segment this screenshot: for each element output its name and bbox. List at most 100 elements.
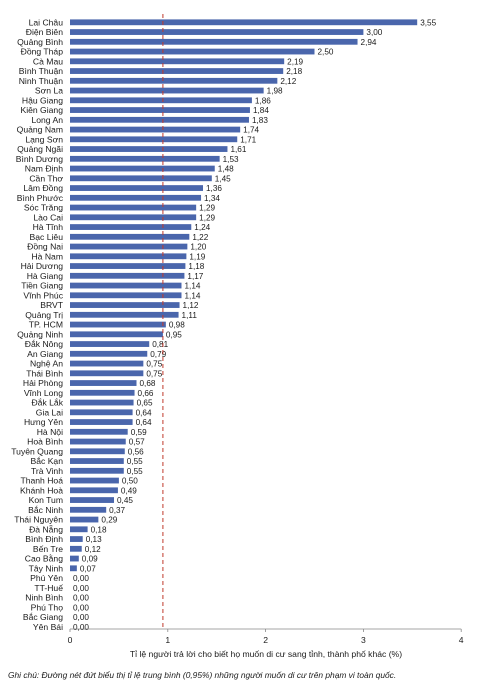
- bar: [70, 545, 82, 552]
- category-label: Bình Dương: [16, 154, 63, 164]
- bar: [70, 536, 83, 542]
- value-label: 0,29: [101, 516, 117, 525]
- value-label: 0,18: [91, 525, 107, 534]
- category-label: Tuyên Quang: [11, 446, 63, 456]
- category-label: Hà Nam: [31, 251, 63, 261]
- bar: [70, 87, 264, 94]
- value-label: 0,00: [73, 574, 89, 583]
- x-tick-label: 2: [263, 635, 268, 645]
- value-label: 0,00: [73, 623, 89, 632]
- category-label: Đà Nẵng: [29, 524, 63, 534]
- bar: [70, 116, 249, 123]
- bar: [70, 350, 148, 357]
- category-label: Bắc Kạn: [31, 456, 64, 466]
- value-label: 1,61: [230, 145, 246, 154]
- bar: [70, 19, 418, 26]
- bar: [70, 107, 250, 113]
- bar: [70, 136, 238, 143]
- category-label: Hậu Giang: [22, 95, 63, 105]
- value-label: 0,68: [140, 379, 156, 388]
- bar: [70, 175, 212, 182]
- labels-layer: Lai Châu 3,55 Điện Biên 3,00 Quảng Bình 2,94 Đ…: [11, 17, 436, 632]
- value-label: 1,12: [183, 301, 199, 310]
- value-label: 0,64: [136, 408, 152, 417]
- category-label: Lào Cai: [33, 212, 63, 222]
- category-label: Bắc Ninh: [28, 505, 63, 515]
- value-label: 1,19: [189, 252, 205, 261]
- category-label: Đắk Lắk: [31, 398, 63, 408]
- value-label: 0,00: [73, 613, 89, 622]
- bar: [70, 97, 252, 104]
- category-label: Thái Bình: [26, 368, 63, 378]
- x-tick-label: 3: [361, 635, 366, 645]
- category-label: Hà Giang: [27, 271, 64, 281]
- value-label: 1,48: [218, 165, 234, 174]
- bar: [70, 565, 77, 572]
- bar: [70, 263, 186, 269]
- bar: [70, 331, 163, 338]
- category-label: Kiên Giang: [20, 105, 63, 115]
- bar: [70, 38, 358, 45]
- value-label: 2,94: [361, 38, 377, 47]
- bar: [70, 497, 115, 503]
- bar: [70, 146, 228, 152]
- category-label: Nghệ An: [30, 359, 63, 369]
- category-label: Hải Dương: [21, 261, 64, 271]
- bar: [70, 516, 99, 523]
- category-label: Điện Biên: [26, 27, 63, 37]
- bar: [70, 253, 187, 260]
- bar: [70, 428, 128, 435]
- category-label: Bình Thuận: [19, 66, 63, 76]
- bar: [70, 458, 124, 464]
- value-label: 0,75: [146, 369, 162, 378]
- category-label: Hoà Bình: [27, 437, 63, 447]
- category-label: Gia Lai: [36, 407, 63, 417]
- bar: [70, 448, 125, 455]
- bars-layer: [70, 19, 418, 572]
- value-label: 0,64: [136, 418, 152, 427]
- x-axis-title: Tỉ lệ người trả lời cho biết họ muốn di …: [130, 649, 402, 659]
- value-label: 0,65: [137, 399, 153, 408]
- category-label: Lạng Sơn: [25, 134, 63, 144]
- category-label: Vĩnh Long: [24, 388, 63, 398]
- bar: [70, 526, 88, 533]
- bar: [70, 233, 190, 240]
- category-label: Cần Thơ: [29, 173, 63, 183]
- bar: [70, 214, 197, 221]
- bar: [70, 282, 182, 289]
- category-label: Long An: [31, 115, 63, 125]
- category-label: Sơn La: [35, 86, 63, 96]
- category-label: Quảng Bình: [17, 37, 63, 47]
- bar: [70, 419, 133, 425]
- bar: [70, 204, 197, 211]
- category-label: Quảng Trị: [25, 310, 63, 320]
- category-label: Ninh Bình: [25, 593, 63, 603]
- bar: [70, 155, 220, 162]
- category-label: Sóc Trăng: [24, 203, 63, 213]
- category-label: Quảng Ninh: [17, 329, 63, 339]
- value-label: 1,14: [184, 291, 200, 300]
- chart-note: Ghi chú: Đường nét đứt biểu thị tỉ lệ tr…: [8, 670, 397, 680]
- category-label: Ninh Thuận: [19, 76, 63, 86]
- category-label: Quảng Ngãi: [17, 144, 63, 154]
- value-label: 0,81: [152, 340, 168, 349]
- bar: [70, 321, 166, 328]
- value-label: 0,00: [73, 584, 89, 593]
- bar: [70, 389, 135, 396]
- category-label: Tiền Giang: [21, 281, 63, 291]
- category-label: Phú Yên: [30, 573, 63, 583]
- value-label: 1,83: [252, 116, 268, 125]
- category-label: Lâm Đồng: [23, 183, 63, 193]
- value-label: 0,75: [146, 360, 162, 369]
- value-label: 0,50: [122, 477, 138, 486]
- bar: [70, 467, 124, 474]
- bar: [70, 58, 285, 65]
- value-label: 1,29: [199, 213, 215, 222]
- value-label: 1,84: [253, 106, 269, 115]
- bar: [70, 68, 284, 74]
- category-label: TT-Huế: [34, 583, 63, 593]
- value-label: 1,29: [199, 204, 215, 213]
- value-label: 1,86: [255, 96, 271, 105]
